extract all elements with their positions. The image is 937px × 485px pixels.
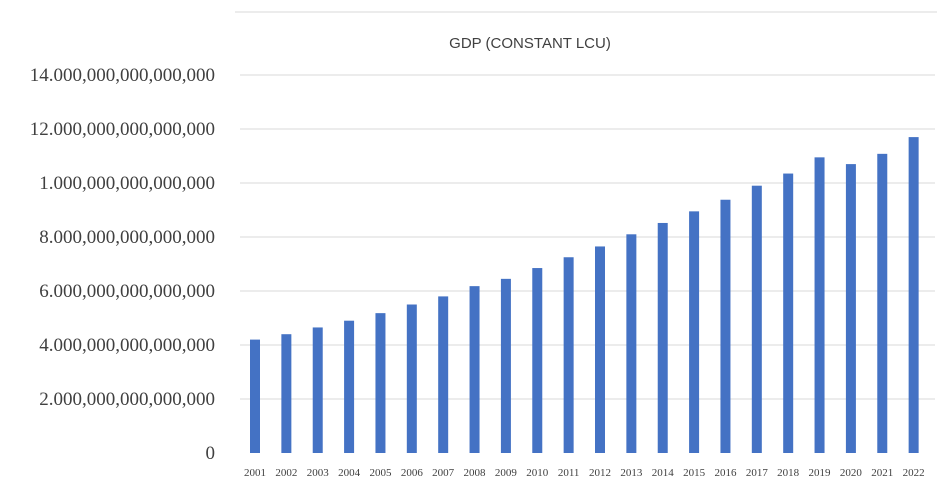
x-tick-label: 2013	[620, 467, 643, 479]
bar-2004	[344, 320, 355, 453]
x-tick-label: 2005	[369, 467, 392, 479]
y-tick-label: 14.000,000,000,000,000	[30, 65, 215, 86]
bar-2009	[500, 278, 511, 453]
y-tick-label: 4.000,000,000,000,000	[39, 335, 215, 356]
x-tick-label: 2015	[683, 467, 706, 479]
x-tick-label: 2017	[746, 467, 769, 479]
x-tick-label: 2020	[840, 467, 863, 479]
x-tick-label: 2014	[652, 467, 675, 479]
bars	[250, 137, 919, 454]
bar-2021	[877, 153, 888, 453]
x-tick-label: 2006	[401, 467, 424, 479]
bar-2006	[406, 304, 417, 453]
x-tick-label: 2008	[464, 467, 487, 479]
x-axis-tick-labels: 2001 2002 2003 2004 2005 2006 2007 2008 2009 2010…	[244, 467, 925, 479]
y-tick-label: 12.000,000,000,000,000	[30, 119, 215, 140]
x-tick-label: 2021	[871, 467, 893, 479]
y-tick-label: 6.000,000,000,000,000	[39, 281, 215, 302]
bar-2011	[563, 257, 574, 453]
bar-2002	[281, 334, 292, 453]
bar-2018	[783, 173, 794, 454]
bar-2010	[532, 268, 543, 453]
x-tick-label: 2016	[714, 467, 737, 479]
x-tick-label: 2010	[526, 467, 549, 479]
bar-2022	[908, 137, 919, 453]
bar-2015	[689, 211, 700, 453]
y-axis-tick-labels: 0 2.000,000,000,000,000 4.000,000,000,000,…	[30, 65, 215, 464]
bar-2001	[250, 339, 260, 453]
bar-2020	[845, 164, 856, 453]
x-tick-label: 2003	[307, 467, 330, 479]
bar-2014	[657, 222, 668, 453]
bar-2016	[720, 199, 731, 453]
x-tick-label: 2019	[809, 467, 832, 479]
bar-2017	[751, 185, 762, 453]
x-tick-label: 2002	[275, 467, 297, 479]
y-tick-label: 0	[206, 443, 216, 464]
bar-2003	[312, 327, 323, 453]
x-tick-label: 2012	[589, 467, 611, 479]
bar-2005	[375, 313, 386, 453]
y-tick-label: 2.000,000,000,000,000	[39, 389, 215, 410]
x-tick-label: 2004	[338, 467, 361, 479]
x-tick-label: 2011	[558, 467, 580, 479]
x-tick-label: 2018	[777, 467, 800, 479]
gridlines	[240, 74, 935, 400]
y-tick-label: 1.000,000,000,000,000	[39, 173, 215, 194]
bar-2012	[595, 246, 605, 453]
y-tick-label: 8.000,000,000,000,000	[39, 227, 215, 248]
x-tick-label: 2022	[903, 467, 925, 479]
bar-2013	[626, 234, 637, 453]
x-tick-label: 2001	[244, 467, 266, 479]
x-tick-label: 2009	[495, 467, 518, 479]
x-tick-label: 2007	[432, 467, 455, 479]
bar-2008	[469, 286, 480, 453]
bar-2007	[438, 296, 449, 453]
bar-2019	[814, 157, 825, 453]
chart-title: GDP (CONSTANT LCU)	[449, 35, 611, 52]
